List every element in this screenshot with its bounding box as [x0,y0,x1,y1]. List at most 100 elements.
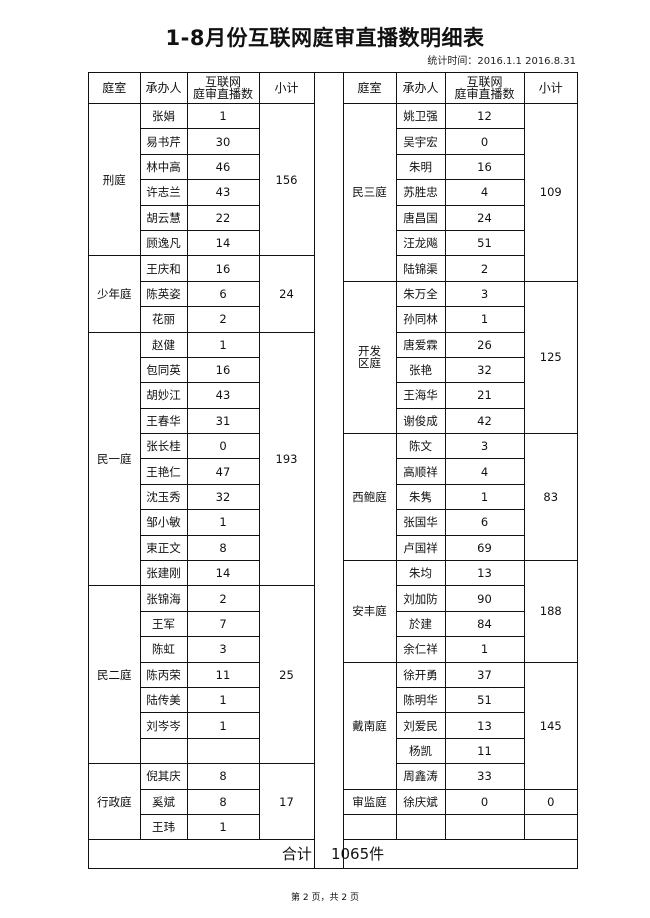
judge-name: 张国华 [395,509,446,536]
judge-name: 赵健 [139,331,188,358]
live-count: 0 [186,433,260,460]
judge-name: 王庆和 [139,255,188,282]
table-row: 陈丙荣 11 戴南庭 徐开勇 37 145 [89,661,577,790]
subtotal-cell: 188 [523,560,577,663]
live-count: 16 [186,356,260,384]
judge-name: 陈虹 [140,636,188,663]
table-row: 包同英 16 张艳 32 [89,356,577,384]
table-row: 民二庭 张锦海 2 25 刘加防 90 [89,585,577,765]
judge-name: 余仁祥 [395,636,446,663]
subtotal-cell [523,813,577,841]
court-cell: 民一庭 [89,331,141,587]
live-count: 84 [444,610,524,638]
table-row: 束正文 8 卢国祥 69 [89,534,577,562]
live-count: 12 [444,102,525,130]
court-cell: 民二庭 [89,585,141,765]
subtotal-cell: 145 [523,661,577,790]
table-row: 刘岑岑 1 刘爱民 13 [89,712,577,739]
header-court: 庭室 [89,73,141,104]
judge-name: 沈玉秀 [140,483,188,511]
live-count: 42 [444,407,524,435]
judge-name: 唐昌国 [395,204,446,231]
live-count: 24 [444,204,524,231]
subtotal-cell: 109 [523,103,577,282]
judge-name: 苏胜忠 [395,179,446,206]
subtotal-cell: 25 [258,585,315,765]
judge-name: 周鑫涛 [395,763,446,790]
header-judge: 承办人 [395,73,446,104]
live-count: 2 [186,585,260,612]
live-count: 31 [186,407,260,435]
live-count: 1 [186,686,260,714]
judge-name: 王春华 [140,407,188,435]
header-judge: 承办人 [139,73,188,104]
live-count: 1 [186,509,260,536]
judge-name: 奚斌 [140,788,188,815]
live-count: 3 [444,433,525,460]
live-count: 69 [444,534,524,562]
judge-name: 易书芹 [140,128,188,155]
subtotal-cell: 17 [258,763,315,841]
live-count: 2 [444,255,524,282]
table-row: 行政庭 倪其庆 8 17 周鑫涛 33 [89,763,577,841]
judge-name: 朱均 [395,560,446,587]
live-count: 47 [186,458,260,485]
live-count: 3 [444,280,525,308]
live-count: 11 [444,737,524,765]
header-court: 庭室 [342,73,397,104]
judge-name: 刘加防 [395,585,446,612]
live-count: 3 [186,636,260,663]
judge-name: 张艳 [395,356,446,384]
live-count: 6 [444,509,524,536]
detail-table: 庭室 承办人 互联网 庭审直播数 小计 庭室 承办人 互联网 庭审直播数 小计 刑庭 张娟 1 156… [88,72,578,870]
judge-name: 刘岑岑 [140,712,188,739]
live-count: 0 [444,128,524,155]
table-row: 张建刚 14 安丰庭 朱均 13 188 [89,560,577,663]
judge-name: 朱万全 [395,280,446,308]
judge-name: 卢国祥 [395,534,446,562]
table-row: 沈玉秀 32 朱隽 1 [89,483,577,511]
judge-name: 陈文 [395,433,446,460]
header-subtotal: 小计 [523,73,577,104]
page-title: 1-8月份互联网庭审直播数明细表 [165,26,485,50]
live-count: 14 [186,229,260,257]
column-gap [313,73,344,869]
live-count: 7 [186,610,260,638]
judge-name: 顾逸凡 [140,229,188,257]
live-count: 8 [186,788,260,815]
judge-name: 徐开勇 [395,661,446,688]
judge-name: 王军 [140,610,188,638]
judge-name: 林中高 [140,153,188,181]
live-count: 43 [186,179,260,206]
live-count: 1 [186,712,260,739]
live-count: 4 [444,458,524,485]
table-row: 奚斌 8 审监庭 徐庆斌 0 0 [89,788,577,815]
judge-name: 倪其庆 [139,763,188,790]
subtotal-cell: 24 [258,255,315,333]
judge-name: 王玮 [140,813,188,841]
judge-name: 汪龙飚 [395,229,446,257]
live-count: 43 [186,382,260,409]
court-cell: 刑庭 [89,102,141,257]
judge-name: 於建 [395,610,446,638]
live-count: 22 [186,204,260,231]
court-cell: 西鲍庭 [342,433,397,562]
judge-name: 胡妙江 [140,382,188,409]
subtotal-cell: 156 [258,102,315,257]
table-row: 杨凯 11 [89,737,577,765]
live-count: 1 [186,331,260,358]
grand-total: 合计 1065件 [89,839,577,869]
live-count: 16 [444,153,524,181]
judge-name: 唐爱霖 [395,331,446,358]
judge-name: 陈明华 [395,686,446,714]
header-subtotal: 小计 [258,73,315,104]
page-footer: 第 2 页，共 2 页 [291,893,359,903]
judge-name: 谢俊成 [395,407,446,435]
judge-name: 朱隽 [395,483,446,511]
judge-name: 陆锦渠 [395,255,446,282]
table-row: 王春华 31 谢俊成 42 [89,407,577,435]
judge-name: 包同英 [140,356,188,384]
live-count: 1 [444,636,524,663]
court-cell: 安丰庭 [342,560,397,663]
live-count: 11 [186,661,260,688]
